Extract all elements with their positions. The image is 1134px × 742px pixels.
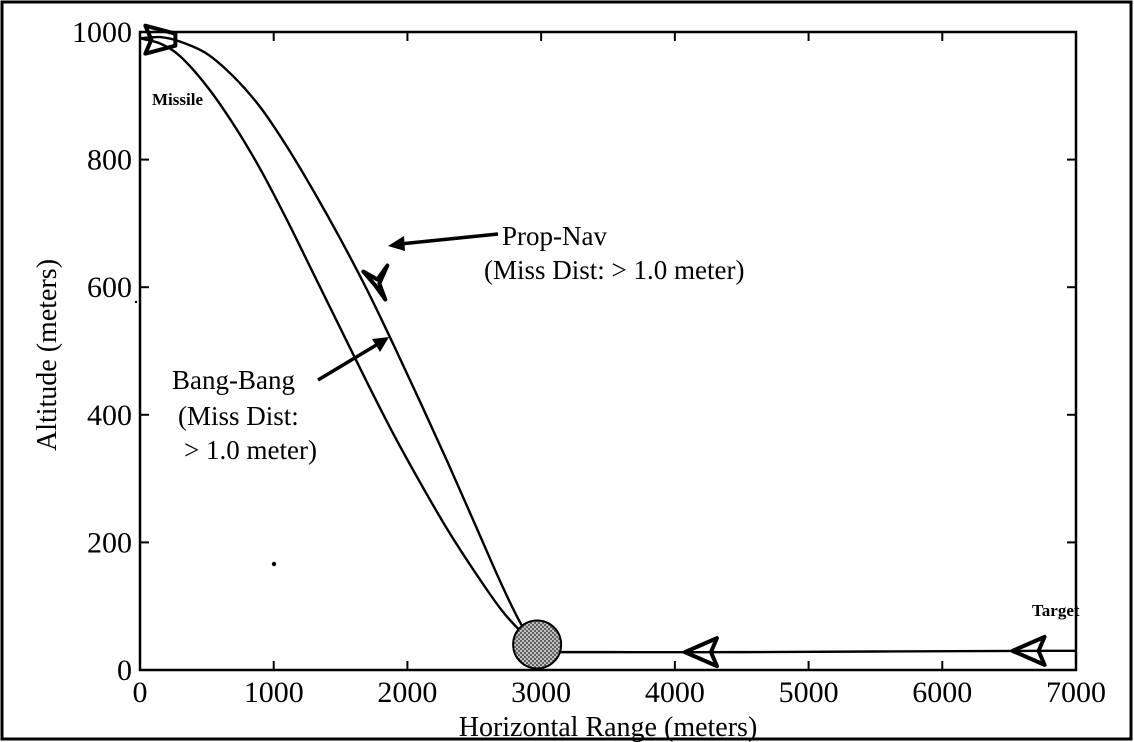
y-tick-label-600: 600 — [87, 271, 132, 304]
y-tick-label-1000: 1000 — [72, 16, 132, 49]
series-line-target — [537, 649, 1077, 654]
target-label: Target — [1032, 601, 1080, 620]
prop-nav-miss-distance: (Miss Dist: > 1.0 meter) — [484, 255, 744, 285]
bang-bang-label: Bang-Bang — [172, 365, 295, 395]
axis-ticks — [139, 31, 1077, 671]
y-tick-label-0: 0 — [117, 654, 132, 687]
series-line-prop-nav — [139, 35, 539, 646]
y-tick-label-400: 400 — [87, 399, 132, 432]
prop-nav-label: Prop-Nav — [502, 221, 607, 251]
x-tick-label-5000: 5000 — [779, 676, 839, 709]
intercept-point — [512, 619, 563, 670]
prop-nav-arrow — [388, 232, 499, 251]
glyph-group — [143, 23, 1047, 669]
target-glyph — [682, 636, 719, 669]
plot-area — [138, 30, 1078, 672]
intercept-marker-group — [512, 619, 563, 670]
missile-glyph — [361, 263, 390, 302]
bang-bang-miss-distance-line1: (Miss Dist: — [178, 401, 299, 431]
x-tick-label-6000: 6000 — [912, 676, 972, 709]
y-tick-label-200: 200 — [87, 526, 132, 559]
series-group — [139, 35, 1077, 654]
target-glyph — [1010, 634, 1047, 667]
y-tick-label-800: 800 — [87, 144, 132, 177]
axis-tick-labels: 0 1000 2000 3000 4000 5000 6000 7000 0 200 400 600 8… — [72, 16, 1106, 709]
bang-bang-arrow — [317, 337, 389, 382]
x-axis-label: Horizontal Range (meters) — [459, 712, 758, 742]
series-line-bang-bang — [139, 37, 538, 646]
bang-bang-miss-distance-line2: > 1.0 meter) — [184, 435, 317, 465]
x-tick-label-7000: 7000 — [1046, 676, 1106, 709]
y-axis-label: Altitude (meters) — [32, 259, 63, 451]
scan-speck — [134, 300, 138, 304]
missile-label: Missile — [152, 90, 203, 109]
x-tick-label-0: 0 — [133, 676, 148, 709]
missile-glyph — [143, 23, 178, 56]
x-tick-label-3000: 3000 — [511, 676, 571, 709]
scan-speck — [271, 561, 277, 567]
x-tick-label-1000: 1000 — [244, 676, 304, 709]
x-tick-label-2000: 2000 — [377, 676, 437, 709]
x-tick-label-4000: 4000 — [645, 676, 705, 709]
